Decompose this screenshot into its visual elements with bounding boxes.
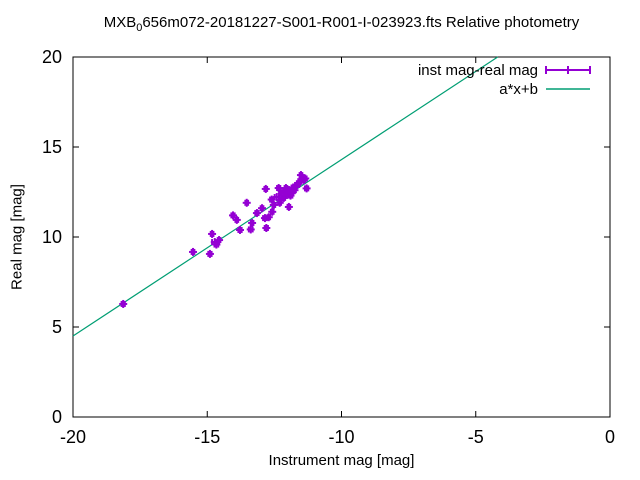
data-point [261,184,270,193]
chart-title-prefix: MXB [103,14,137,31]
data-point [269,200,278,209]
data-point [232,215,241,224]
plot-border [72,56,611,418]
data-point [242,198,251,207]
x-tick-label: -5 [468,427,484,447]
data-point [264,213,273,222]
data-point [246,225,255,234]
data-point [302,184,311,193]
legend-errorbar-symbol [545,66,591,74]
chart-title-rest: 656m072-20181227-S001-R001-I-023923.fts … [142,14,580,31]
x-tick-label: 0 [605,427,615,447]
y-tick-label: 5 [52,317,62,337]
x-tick-label: -10 [328,427,354,447]
data-point [268,207,277,216]
data-point [301,174,310,183]
x-tick-label: -15 [194,427,220,447]
y-axis-label: Real mag [mag] [8,184,26,290]
y-tick-label: 10 [42,227,62,247]
data-point [119,299,128,308]
x-tick-label: -20 [60,427,86,447]
data-point [215,236,224,245]
legend-label-fit: a*x+b [499,81,538,98]
data-point [189,247,198,256]
data-point [258,204,267,213]
y-tick-label: 15 [42,137,62,157]
chart-title: MXB0656m072-20181227-S001-R001-I-023923.… [73,14,610,34]
data-point [208,229,217,238]
data-point [205,249,214,258]
y-tick-label: 20 [42,47,62,67]
x-axis-label: Instrument mag [mag] [268,452,415,469]
data-point [229,211,238,220]
data-point [236,225,245,234]
y-tick-label: 0 [52,407,62,427]
data-point [248,218,257,227]
data-point [284,202,293,211]
data-point [262,224,271,232]
chart-title-subscript: 0 [136,22,143,34]
data-point [252,209,261,218]
data-point [274,184,283,193]
legend-label-inst-mag: inst mag-real mag [418,62,538,79]
